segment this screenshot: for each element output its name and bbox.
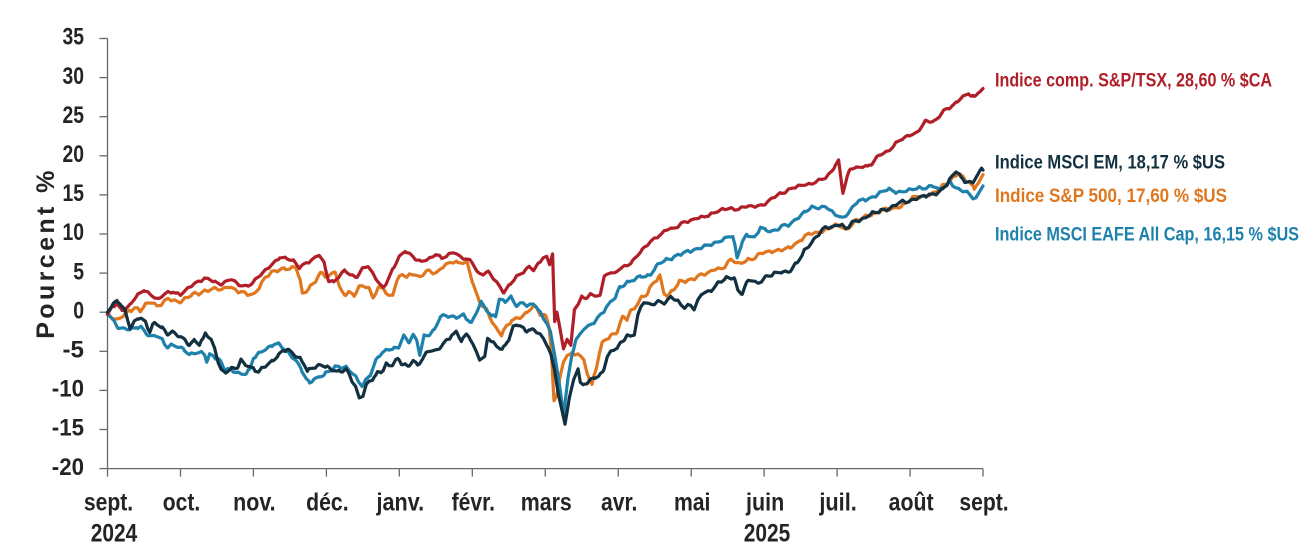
- svg-text:avr.: avr.: [601, 489, 638, 517]
- svg-text:20: 20: [63, 141, 85, 168]
- svg-text:2024: 2024: [91, 520, 138, 548]
- svg-text:-5: -5: [63, 337, 85, 364]
- svg-text:10: 10: [63, 219, 85, 246]
- svg-text:juil.: juil.: [819, 489, 857, 517]
- svg-text:Indice comp. S&P/TSX, 28,60 %: Indice comp. S&P/TSX, 28,60 % $CA: [995, 70, 1272, 92]
- svg-text:août: août: [889, 489, 935, 517]
- svg-text:Indice MSCI EM, 18,17 % $US: Indice MSCI EM, 18,17 % $US: [995, 152, 1225, 174]
- svg-text:mai: mai: [674, 489, 711, 517]
- svg-text:-15: -15: [52, 415, 84, 442]
- svg-text:déc.: déc.: [306, 489, 349, 517]
- svg-text:mars: mars: [521, 489, 572, 517]
- svg-text:juin: juin: [745, 489, 784, 517]
- svg-text:25: 25: [63, 102, 85, 129]
- svg-text:Indice MSCI EAFE All Cap, 16,1: Indice MSCI EAFE All Cap, 16,15 % $US: [995, 224, 1299, 246]
- svg-text:30: 30: [63, 63, 85, 90]
- svg-text:0: 0: [73, 297, 84, 324]
- svg-text:févr.: févr.: [452, 489, 495, 517]
- svg-text:janv.: janv.: [376, 489, 424, 517]
- svg-text:oct.: oct.: [163, 489, 200, 517]
- svg-text:nov.: nov.: [233, 489, 276, 517]
- svg-text:Indice S&P 500, 17,60 % $US: Indice S&P 500, 17,60 % $US: [995, 185, 1227, 207]
- svg-text:-10: -10: [52, 376, 84, 403]
- svg-text:sept.: sept.: [84, 489, 133, 517]
- svg-text:35: 35: [63, 24, 85, 51]
- svg-text:sept.: sept.: [959, 489, 1008, 517]
- svg-text:15: 15: [63, 180, 85, 207]
- svg-text:Pourcent %: Pourcent %: [32, 167, 60, 339]
- svg-text:-20: -20: [52, 454, 84, 481]
- svg-text:2025: 2025: [744, 520, 791, 548]
- svg-text:5: 5: [73, 258, 84, 285]
